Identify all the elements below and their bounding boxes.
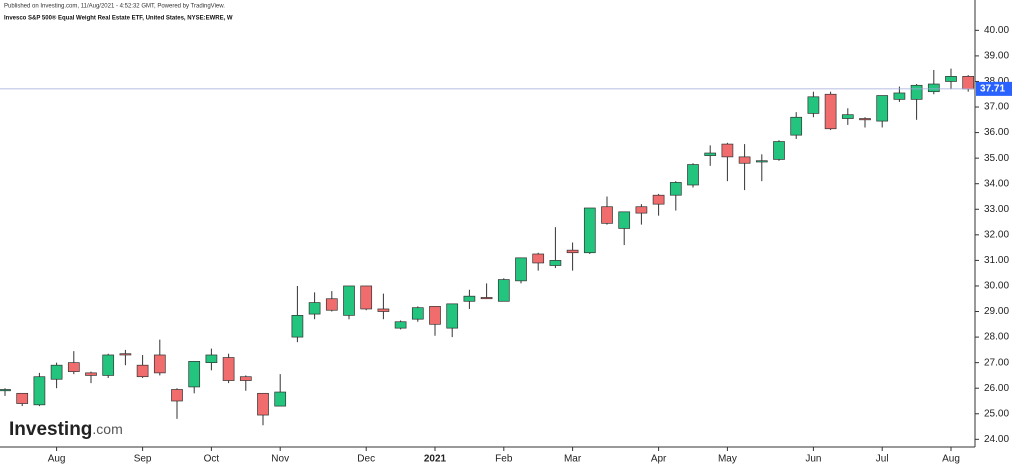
x-tick-label: Aug xyxy=(48,454,66,465)
candle-body xyxy=(446,303,459,329)
candle-body xyxy=(188,361,201,388)
y-tick-label: 34.00 xyxy=(984,178,1009,189)
candle-body xyxy=(205,354,218,363)
candle-body xyxy=(583,207,596,254)
y-tick-label: 38.00 xyxy=(984,76,1009,87)
candle-body xyxy=(532,253,545,264)
candle-body xyxy=(652,194,665,205)
candle-body xyxy=(910,84,923,100)
candle-body xyxy=(773,141,785,160)
candle-body xyxy=(308,302,321,315)
y-tick-label: 31.00 xyxy=(984,255,1009,266)
y-tick-label: 35.00 xyxy=(984,153,1009,164)
candle-body xyxy=(790,116,803,136)
y-tick-label: 28.00 xyxy=(984,332,1009,343)
candle-body xyxy=(67,362,80,372)
y-tick-label: 37.00 xyxy=(984,102,1009,113)
candle-body xyxy=(0,389,11,392)
x-tick-label: Jul xyxy=(876,454,889,465)
candle-body xyxy=(171,389,183,402)
candle-body xyxy=(927,83,940,93)
x-tick-label: Apr xyxy=(651,454,667,465)
candle-body xyxy=(325,298,338,311)
candle-body xyxy=(136,364,149,378)
logo-name: Investing xyxy=(9,419,92,440)
y-tick-label: 27.00 xyxy=(984,357,1009,368)
candle-body xyxy=(601,206,613,224)
candle-body xyxy=(893,92,906,100)
x-tick-label: Nov xyxy=(271,454,289,465)
candle-body xyxy=(841,114,854,119)
candle-body xyxy=(85,372,97,376)
x-tick-label: Oct xyxy=(204,454,220,465)
y-tick-label: 32.00 xyxy=(984,229,1009,240)
y-tick-label: 24.00 xyxy=(984,434,1009,445)
candle-body xyxy=(463,295,476,302)
candle-body xyxy=(962,75,975,90)
candle-body xyxy=(360,285,373,310)
candle-body xyxy=(394,321,407,329)
candle-body xyxy=(102,354,115,376)
candle-body xyxy=(153,354,166,374)
candle-body xyxy=(429,306,441,325)
candle-body xyxy=(119,353,132,356)
candle-body xyxy=(807,96,820,114)
x-tick-label: Aug xyxy=(942,454,960,465)
candle-body xyxy=(257,392,269,416)
last-price-label: 37.71 xyxy=(980,84,1005,95)
y-tick-label: 40.00 xyxy=(984,25,1009,36)
candle-body xyxy=(239,376,252,381)
published-note: Published on Investing.com, 11/Aug/2021 … xyxy=(4,4,225,10)
candle-body xyxy=(876,95,889,122)
candle-body xyxy=(635,206,648,214)
candle-body xyxy=(291,315,304,338)
x-tick-label: Mar xyxy=(564,454,582,465)
candle-body xyxy=(566,249,579,254)
candle-body xyxy=(755,160,768,163)
candle-body xyxy=(738,156,751,164)
candle-body xyxy=(343,285,355,316)
y-tick-label: 26.00 xyxy=(984,383,1009,394)
candle-body xyxy=(497,279,510,302)
candle-body xyxy=(480,297,493,300)
candle-body xyxy=(859,118,871,121)
candle-body xyxy=(721,143,734,158)
y-tick-label: 25.00 xyxy=(984,408,1009,419)
y-tick-label: 36.00 xyxy=(984,127,1009,138)
candle-body xyxy=(515,257,527,282)
candle-body xyxy=(411,307,424,320)
x-tick-label: Sep xyxy=(134,454,152,465)
candle-body xyxy=(50,364,63,380)
x-tick-label: Jun xyxy=(805,454,821,465)
x-tick-label: Dec xyxy=(357,454,375,465)
candle-body xyxy=(274,391,287,407)
candle-body xyxy=(704,152,717,156)
y-tick-label: 33.00 xyxy=(984,204,1009,215)
candle-body xyxy=(669,182,682,196)
y-tick-label: 30.00 xyxy=(984,281,1009,292)
candle-body xyxy=(945,75,957,82)
logo-suffix: .com xyxy=(92,421,122,437)
candle-body xyxy=(824,93,837,130)
candle-body xyxy=(222,357,235,381)
candle-body xyxy=(377,308,390,312)
last-price-box xyxy=(976,81,1012,96)
y-tick-label: 29.00 xyxy=(984,306,1009,317)
candle-body xyxy=(618,211,631,229)
candle-body xyxy=(549,260,562,266)
y-tick-label: 39.00 xyxy=(984,51,1009,62)
x-tick-label: Feb xyxy=(495,454,513,465)
x-tick-label: 2021 xyxy=(424,454,447,465)
candle-body xyxy=(33,376,46,406)
candle-body xyxy=(687,164,699,186)
chart-title: Invesco S&P 500® Equal Weight Real Estat… xyxy=(4,15,233,22)
candle-body xyxy=(16,392,29,404)
x-tick-label: May xyxy=(718,454,737,465)
logo: Investing.com xyxy=(9,419,123,440)
